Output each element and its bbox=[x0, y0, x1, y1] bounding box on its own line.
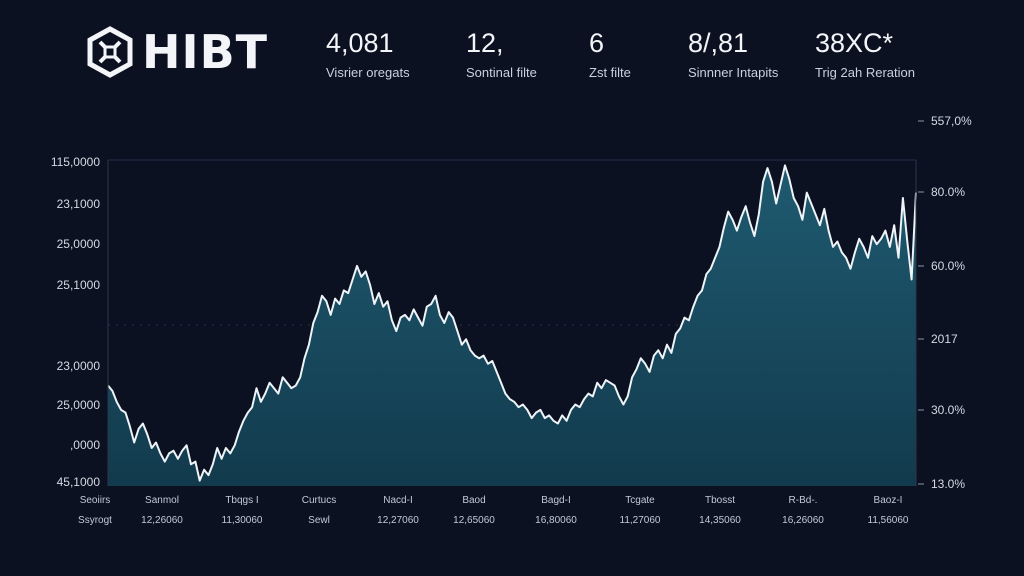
y-axis-left-ticks: 115,0000 23,1000 25,0000 25,1000 23,0000 25,0… bbox=[51, 155, 100, 489]
y-tick-label-left: 23,0000 bbox=[57, 359, 101, 373]
y-tick-label-left: 25,0000 bbox=[57, 237, 101, 251]
y-tick-label-left: 25,0000 bbox=[57, 398, 101, 412]
x-tick-label: R-Bd-. bbox=[789, 495, 818, 506]
x-tick-label: Nacd-I bbox=[383, 495, 412, 506]
stat-value: 8/,81 bbox=[688, 28, 749, 58]
stat-value: 38XC* bbox=[815, 28, 894, 58]
stat-label: Trig 2ah Reration bbox=[815, 65, 915, 80]
x-tick-label: Sanmol bbox=[145, 495, 179, 506]
stat-value: 12, bbox=[466, 28, 504, 58]
x-tick-label: Baod bbox=[462, 495, 485, 506]
x-value-label: Sewl bbox=[308, 515, 330, 526]
x-value-label: 11,30060 bbox=[222, 515, 263, 526]
stat-label: Sinnner Intapits bbox=[688, 65, 779, 80]
x-tick-label: Bagd-I bbox=[541, 495, 570, 506]
x-value-label: 11,27060 bbox=[620, 515, 661, 526]
stat-label: Sontinal filte bbox=[466, 65, 537, 80]
header: HIBT 4,081 Visrier oregats 12, Sontinal … bbox=[0, 0, 1024, 100]
stat-sontinal-filte: 12, Sontinal filte bbox=[466, 28, 537, 81]
x-value-label: 16,80060 bbox=[535, 515, 577, 526]
x-value-label: 12,26060 bbox=[141, 515, 183, 526]
x-value-label: 12,65060 bbox=[453, 515, 495, 526]
x-tick-label: Seoiirs bbox=[80, 495, 111, 506]
y-tick-label-left: 23,1000 bbox=[57, 197, 101, 211]
x-tick-label: Tbqgs I bbox=[225, 495, 258, 506]
area-fill bbox=[108, 165, 916, 486]
x-value-label: 12,27060 bbox=[377, 515, 419, 526]
x-value-label: 11,56060 bbox=[868, 515, 909, 526]
x-value-label: 14,35060 bbox=[699, 515, 741, 526]
y-tick-label-right: 557,0% bbox=[931, 114, 972, 128]
x-tick-label: Tbosst bbox=[705, 495, 735, 506]
x-tick-label: Curtucs bbox=[302, 495, 336, 506]
y-tick-label-left: 25,1000 bbox=[57, 278, 101, 292]
logo: HIBT bbox=[84, 26, 268, 78]
x-value-label: 16,26060 bbox=[782, 515, 824, 526]
logo-text: HIBT bbox=[142, 25, 269, 79]
stat-label: Visrier oregats bbox=[326, 65, 410, 80]
x-axis-ticks: Seoiirs Sanmol Tbqgs I Curtucs Nacd-I Baod Bag… bbox=[80, 495, 903, 506]
y-tick-label-left: 115,0000 bbox=[51, 155, 100, 169]
x-value-label: Ssyrogt bbox=[78, 515, 112, 526]
y-tick-label-right: 80.0% bbox=[931, 185, 965, 199]
stat-visitor-orders: 4,081 Visrier oregats bbox=[326, 28, 410, 81]
y-tick-label-left: ,0000 bbox=[70, 438, 100, 452]
stat-label: Zst filte bbox=[589, 65, 631, 80]
stat-value: 6 bbox=[589, 28, 605, 58]
stat-zst-filte: 6 Zst filte bbox=[589, 28, 631, 81]
y-tick-label-right: 2017 bbox=[931, 332, 958, 346]
x-tick-label: Baoz-I bbox=[874, 495, 903, 506]
y-axis-right-ticks: 557,0% 80.0% 60.0% 2017 30.0% 13.0% bbox=[918, 114, 972, 491]
y-tick-label-right: 60.0% bbox=[931, 259, 965, 273]
stat-sinnner-intapits: 8/,81 Sinnner Intapits bbox=[688, 28, 779, 81]
x-axis-values: Ssyrogt 12,26060 11,30060 Sewl 12,27060 12,65… bbox=[78, 515, 909, 526]
y-tick-label-right: 30.0% bbox=[931, 403, 965, 417]
price-line bbox=[107, 164, 917, 482]
hexagon-logo-icon bbox=[87, 26, 133, 78]
stat-trig-reration: 38XC* Trig 2ah Reration bbox=[815, 28, 915, 81]
stat-value: 4,081 bbox=[326, 28, 394, 58]
y-tick-label-left: 45,1000 bbox=[57, 475, 101, 489]
x-tick-label: Tcgate bbox=[625, 495, 655, 506]
y-tick-label-right: 13.0% bbox=[931, 477, 965, 491]
